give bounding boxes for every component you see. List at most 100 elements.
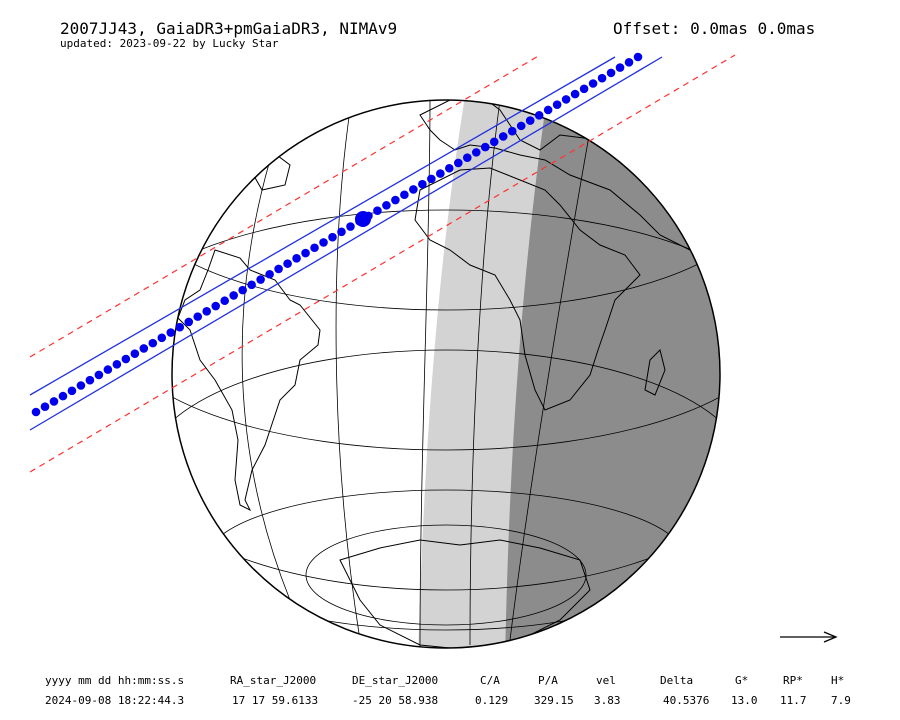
centerline-dot xyxy=(516,121,526,131)
shadow-path xyxy=(29,52,736,473)
centerline-dot xyxy=(409,185,418,194)
centerline-dot xyxy=(346,222,355,231)
centerline-dot xyxy=(579,84,589,94)
centerline-dot xyxy=(130,349,140,359)
table-cell: 3.83 xyxy=(594,694,621,707)
closest-approach xyxy=(355,211,371,227)
table-cell: 7.9 xyxy=(831,694,851,707)
table-cell: 329.15 xyxy=(534,694,574,707)
table-cell: 0.129 xyxy=(475,694,508,707)
centerline-dot xyxy=(391,195,400,205)
centerline-dot xyxy=(256,275,265,284)
table-header: C/A xyxy=(480,674,500,687)
centerline-dot xyxy=(184,317,194,327)
event-table: yyyy mm dd hh:mm:ss.s RA_star_J2000 DE_sta… xyxy=(45,674,851,707)
centerline-dot xyxy=(283,259,292,268)
centerline-dot xyxy=(445,163,454,173)
centerline-dot xyxy=(615,63,625,72)
centerline-dot xyxy=(301,248,310,258)
centerline-dot xyxy=(112,360,122,369)
centerline-dot xyxy=(507,126,517,136)
table-header: G* xyxy=(735,674,748,687)
error-limit xyxy=(29,54,736,473)
centerline-dot xyxy=(427,174,436,184)
centerline-dot xyxy=(597,73,607,83)
centerline-dot xyxy=(229,291,238,300)
table-header: P/A xyxy=(538,674,558,687)
night-zone xyxy=(505,100,720,648)
centerline-dot xyxy=(588,79,598,88)
centerline-dot xyxy=(49,397,59,406)
centerline-dot xyxy=(247,280,256,290)
table-header: Delta xyxy=(660,674,693,687)
centerline-dot xyxy=(462,153,472,162)
centerline-dot xyxy=(211,301,221,311)
centerline-dot xyxy=(166,328,176,337)
centerline-dot xyxy=(400,190,409,200)
centerline-dot xyxy=(525,116,535,125)
centerline-dot xyxy=(274,264,283,274)
table-cell: 2024-09-08 18:22:44.3 xyxy=(45,694,184,707)
table-cell: 11.7 xyxy=(780,694,807,707)
offset: Offset: 0.0mas 0.0mas xyxy=(613,19,815,38)
centerline-dot xyxy=(633,52,643,62)
centerline-dot xyxy=(498,132,508,141)
centerline-dot xyxy=(103,365,113,374)
centerline-dot xyxy=(121,354,131,364)
centerline-dot xyxy=(238,285,247,295)
centerline-dot xyxy=(570,89,580,99)
graticule xyxy=(172,100,720,648)
centerline-dot xyxy=(382,201,391,210)
centerline-dot xyxy=(373,206,382,215)
title: 2007JJ43, GaiaDR3+pmGaiaDR3, NIMAv9 xyxy=(60,19,397,38)
centerline-dot xyxy=(606,68,616,78)
centerline-dot xyxy=(292,254,301,263)
centerline-dot xyxy=(148,338,158,348)
centerline-dot xyxy=(552,100,562,109)
centerline-dot xyxy=(157,333,167,343)
centerline-dot xyxy=(543,105,553,115)
centerline-dot xyxy=(193,312,203,321)
centerline-dot xyxy=(67,386,77,396)
centerline-dot xyxy=(220,296,229,306)
shadow-limit xyxy=(29,56,616,396)
direction-arrow xyxy=(780,631,838,643)
table-cell: 17 17 59.6133 xyxy=(232,694,318,707)
table-header: yyyy mm dd hh:mm:ss.s xyxy=(45,674,184,687)
centerline-dot xyxy=(265,269,274,279)
limb xyxy=(171,99,721,649)
updated: updated: 2023-09-22 by Lucky Star xyxy=(60,37,279,50)
centerline-dot xyxy=(40,402,50,412)
table-header: RA_star_J2000 xyxy=(230,674,316,687)
centerline-dot xyxy=(76,381,86,390)
shadow-limit xyxy=(29,56,663,431)
centerline-dot xyxy=(337,227,346,237)
centerline-dot xyxy=(85,375,95,385)
centerline-dot xyxy=(480,142,490,152)
table-cell: 40.5376 xyxy=(663,694,709,707)
centerline-dot xyxy=(471,148,481,157)
centerline-dot xyxy=(534,110,544,120)
shading xyxy=(418,100,720,648)
centerline-dot xyxy=(58,391,68,401)
table-header: DE_star_J2000 xyxy=(352,674,438,687)
centerline-dot xyxy=(139,344,149,353)
table-cell: -25 20 58.938 xyxy=(352,694,438,707)
centerline-dot xyxy=(94,370,104,380)
centerline-dot xyxy=(453,158,463,168)
centerline-dot xyxy=(310,243,319,253)
table-header: H* xyxy=(831,674,844,687)
centerline-dot xyxy=(175,322,185,332)
table-header: RP* xyxy=(783,674,803,687)
centerline-dot xyxy=(489,137,499,147)
centerline-dot xyxy=(436,169,445,178)
centerline-dot xyxy=(31,407,41,417)
centerline-dot xyxy=(561,95,571,104)
centerline-dot xyxy=(418,179,427,189)
table-header: vel xyxy=(596,674,616,687)
centerline-dot xyxy=(624,57,634,67)
centerline-dot xyxy=(202,307,212,316)
centerline-dot xyxy=(328,232,337,242)
table-cell: 13.0 xyxy=(731,694,758,707)
